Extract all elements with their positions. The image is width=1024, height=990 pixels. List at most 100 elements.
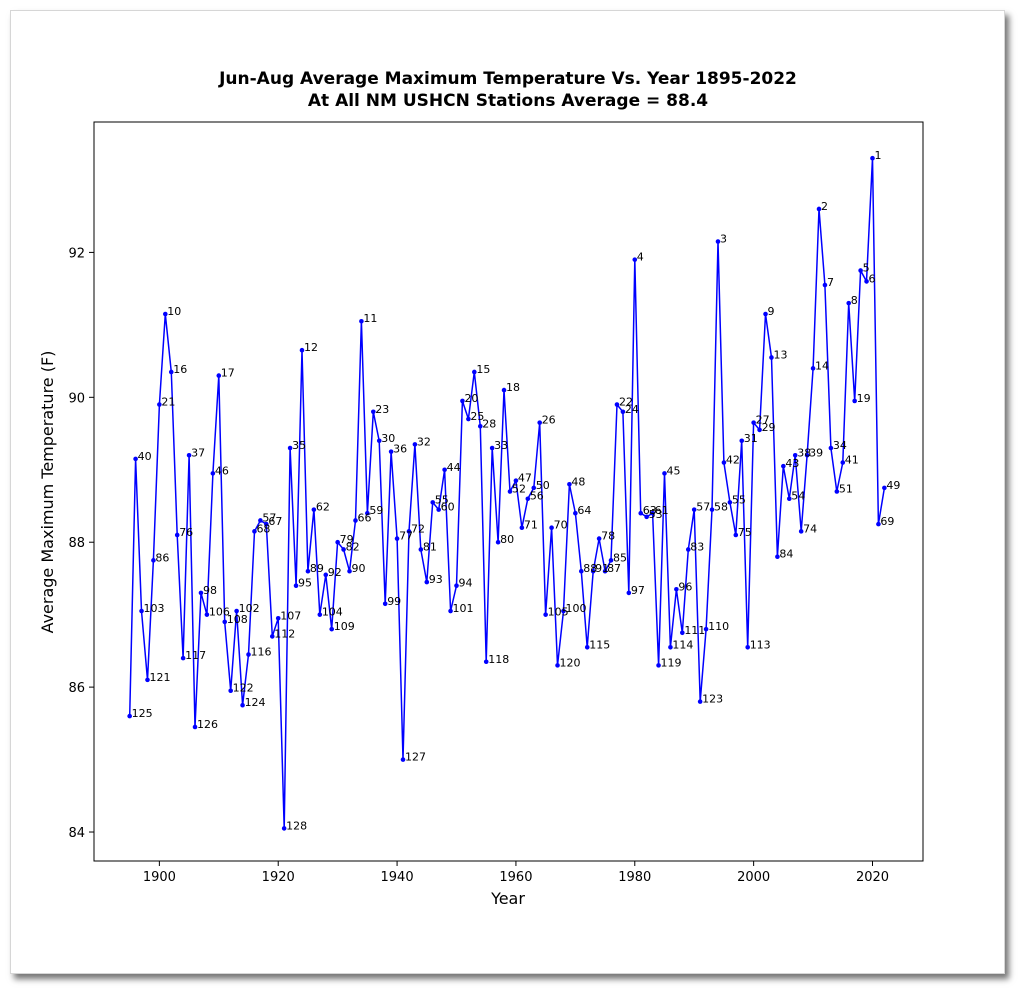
data-label: 80 bbox=[500, 533, 514, 546]
data-point bbox=[567, 481, 572, 487]
data-point bbox=[531, 485, 537, 491]
data-point bbox=[430, 500, 436, 505]
data-point bbox=[168, 369, 174, 375]
data-point bbox=[501, 387, 507, 393]
data-label: 75 bbox=[738, 526, 752, 539]
data-label: 121 bbox=[149, 671, 170, 684]
y-tick-label: 90 bbox=[68, 391, 85, 406]
data-point bbox=[602, 568, 608, 574]
data-point bbox=[151, 558, 156, 563]
plot-area bbox=[93, 121, 924, 862]
data-label: 83 bbox=[690, 540, 704, 553]
data-label: 64 bbox=[577, 504, 591, 517]
data-point bbox=[454, 583, 459, 588]
data-point bbox=[816, 206, 822, 212]
data-point bbox=[715, 239, 721, 244]
data-label: 38 bbox=[797, 446, 811, 459]
data-label: 55 bbox=[732, 493, 746, 506]
data-point bbox=[382, 601, 388, 607]
data-label: 124 bbox=[245, 696, 266, 709]
data-point bbox=[489, 445, 495, 451]
data-label: 49 bbox=[886, 479, 900, 492]
data-label: 69 bbox=[880, 515, 894, 528]
data-point bbox=[769, 355, 774, 360]
data-label: 84 bbox=[779, 548, 793, 561]
data-point bbox=[852, 398, 857, 404]
data-point bbox=[632, 257, 638, 262]
data-label: 58 bbox=[714, 501, 728, 514]
x-tick-label: 2020 bbox=[856, 870, 889, 885]
data-label: 57 bbox=[696, 501, 710, 514]
data-label: 118 bbox=[488, 653, 509, 666]
data-point bbox=[376, 438, 382, 444]
data-label: 101 bbox=[453, 602, 474, 615]
data-label: 74 bbox=[803, 522, 817, 535]
data-label: 63 bbox=[643, 504, 657, 517]
data-point bbox=[685, 547, 691, 552]
data-point bbox=[299, 347, 305, 353]
data-label: 13 bbox=[773, 348, 787, 361]
data-label: 26 bbox=[542, 414, 556, 427]
data-point bbox=[394, 536, 400, 541]
data-label: 94 bbox=[459, 577, 473, 590]
data-point bbox=[727, 500, 733, 505]
data-point bbox=[133, 456, 138, 462]
data-label: 86 bbox=[155, 551, 169, 564]
data-point bbox=[163, 311, 168, 317]
data-point bbox=[858, 268, 863, 273]
x-axis-label: Year bbox=[490, 889, 525, 908]
data-label: 59 bbox=[369, 504, 383, 517]
data-point bbox=[228, 688, 233, 694]
data-label: 12 bbox=[304, 341, 318, 354]
data-label: 123 bbox=[702, 693, 723, 706]
data-label: 107 bbox=[280, 609, 301, 622]
data-label: 102 bbox=[239, 602, 260, 615]
data-point bbox=[620, 409, 626, 415]
data-point bbox=[353, 518, 358, 523]
data-point bbox=[573, 510, 578, 516]
data-label: 18 bbox=[506, 381, 520, 394]
data-point bbox=[834, 489, 840, 494]
data-label: 2 bbox=[821, 200, 828, 213]
data-point bbox=[561, 608, 566, 614]
data-point bbox=[329, 626, 335, 632]
data-point bbox=[442, 467, 447, 473]
data-label: 51 bbox=[839, 483, 853, 496]
data-label: 110 bbox=[708, 620, 729, 633]
data-point bbox=[371, 409, 376, 415]
data-point bbox=[828, 445, 834, 451]
data-label: 19 bbox=[857, 392, 871, 405]
data-point bbox=[614, 402, 620, 407]
data-point bbox=[246, 652, 251, 657]
data-label: 82 bbox=[346, 540, 360, 553]
data-point bbox=[697, 699, 703, 704]
data-point bbox=[483, 659, 489, 665]
data-label: 62 bbox=[316, 501, 330, 514]
data-point bbox=[323, 572, 329, 578]
data-point bbox=[222, 619, 228, 625]
data-label: 87 bbox=[607, 562, 621, 575]
data-label: 125 bbox=[132, 707, 153, 720]
data-point bbox=[341, 547, 346, 552]
data-label: 71 bbox=[524, 519, 538, 532]
data-point bbox=[674, 587, 679, 592]
data-point bbox=[216, 373, 222, 378]
data-label: 20 bbox=[464, 392, 478, 405]
data-label: 88 bbox=[583, 562, 597, 575]
data-point bbox=[240, 702, 245, 708]
x-tick-label: 1940 bbox=[381, 870, 414, 885]
data-label: 90 bbox=[352, 562, 366, 575]
x-tick-label: 1980 bbox=[618, 870, 651, 885]
data-label: 60 bbox=[441, 501, 455, 514]
data-point bbox=[157, 402, 162, 407]
data-point bbox=[691, 507, 697, 512]
x-axis: 1900 1920 1940 1960 1980 2000 2020 bbox=[143, 861, 889, 885]
data-point bbox=[870, 155, 875, 161]
data-point bbox=[709, 507, 715, 512]
data-label: 104 bbox=[322, 606, 343, 619]
data-label: 47 bbox=[518, 472, 532, 485]
data-label: 50 bbox=[536, 479, 550, 492]
data-label: 4 bbox=[637, 251, 644, 264]
data-label: 112 bbox=[274, 627, 295, 640]
